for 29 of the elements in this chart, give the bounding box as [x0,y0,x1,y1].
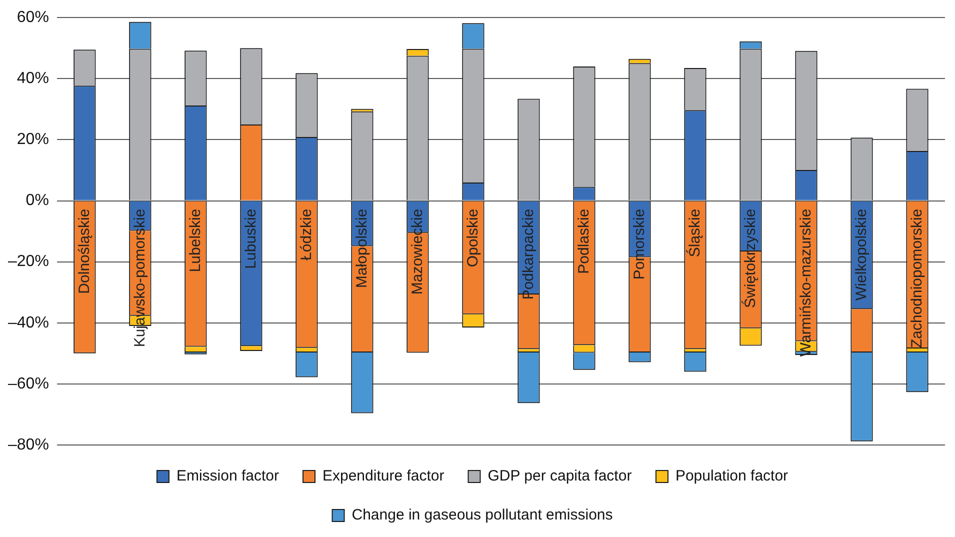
x-tick-label: Warmińsko-mazurskie [797,208,814,357]
x-tick-label: Podlaskie [575,208,592,274]
legend-label: GDP per capita factor [488,468,632,485]
x-tick-label: Opolskie [464,208,482,268]
x-tick-label: Dolnośląskie [76,208,93,294]
y-tick-label: 20% [16,131,49,148]
x-tick-label: Świętokrzyskie [740,208,759,308]
x-tick-label: Zachodniopomorskie [908,208,926,348]
y-tick-label: –20% [8,253,49,270]
x-tick-label: Łódzkie [298,208,315,260]
x-tick-label: Lubuskie [242,208,260,269]
x-tick-label: Małopolskie [353,208,370,288]
y-tick-label: –80% [8,436,49,454]
x-tick-label: Śląskie [685,208,704,258]
legend-label: Emission factor [176,468,280,485]
x-tick-label: Wielkopolskie [852,208,870,300]
legend-label: Expenditure factor [322,468,444,485]
y-tick-label: 60% [16,9,49,26]
x-tick-label: Podkarpackie [520,208,537,300]
y-tick-label: –40% [8,314,49,332]
legend-label: Population factor [675,468,788,485]
y-tick-label: 0% [26,192,49,210]
y-tick-label: –60% [8,375,49,392]
y-tick-label: 40% [16,70,49,88]
legend-label: Change in gaseous pollutant emissions [352,506,613,524]
x-tick-label: Pomorskie [630,208,648,280]
x-tick-label: Mazowieckie [408,208,426,295]
x-tick-label: Lubelskie [186,208,204,272]
x-tick-label: Kujawsko-pomorskie [131,208,148,348]
